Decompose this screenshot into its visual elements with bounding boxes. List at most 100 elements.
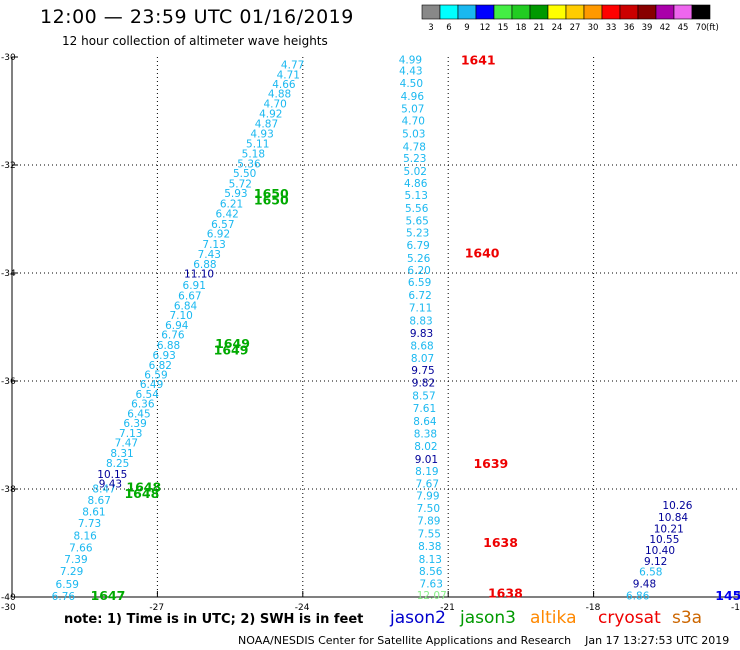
wave-height-label: 7.63 [420, 579, 443, 591]
wave-height-label: 5.02 [404, 166, 427, 178]
wave-height-label: 6.39 [123, 418, 146, 430]
wave-height-label: 10.15 [97, 469, 127, 481]
wave-height-label: 7.67 [416, 479, 439, 491]
colorbar-tick-label: 30 [588, 23, 599, 33]
wave-height-label: 4.88 [268, 89, 291, 101]
x-tick-label: -15 [731, 603, 740, 613]
colorbar-unit-label: (ft) [706, 23, 719, 33]
wave-height-label: 10.40 [645, 545, 675, 557]
wave-height-label: 7.10 [169, 310, 192, 322]
wave-height-label: 12.07 [417, 590, 447, 602]
colorbar-swatch [655, 4, 675, 20]
colorbar-swatch [529, 4, 549, 20]
wave-height-label: 6.20 [407, 265, 430, 277]
wave-height-label: 6.76 [161, 330, 185, 342]
colorbar-swatch [457, 4, 477, 20]
wave-height-label: 4.87 [255, 118, 278, 130]
y-tick-label: -32 [1, 161, 16, 171]
wave-height-label: 4.70 [402, 116, 425, 128]
colorbar-swatch [493, 4, 513, 20]
wave-height-label: 5.23 [406, 228, 429, 240]
wave-height-label: 8.67 [88, 495, 111, 507]
wave-height-label: 5.11 [246, 138, 269, 150]
wave-height-label: 5.93 [224, 188, 247, 200]
wave-height-label: 4.99 [399, 55, 422, 67]
colorbar-swatch [673, 4, 693, 20]
time-label: 1638 [488, 586, 523, 601]
time-label: 1649 [214, 343, 249, 358]
y-tick-label: -30 [1, 53, 16, 63]
colorbar-swatch [547, 4, 567, 20]
time-label: 145 [715, 588, 740, 603]
wave-height-label: 5.13 [405, 190, 428, 202]
y-tick-label: -34 [1, 269, 16, 279]
time-label: 1648 [126, 479, 161, 494]
colorbar-swatch [601, 4, 621, 20]
y-tick-label: -40 [1, 593, 16, 603]
credit-line: NOAA/NESDIS Center for Satellite Applica… [238, 634, 730, 647]
y-tick-label: -36 [1, 377, 16, 387]
wave-height-label: 6.21 [220, 198, 243, 210]
wave-height-label: 5.23 [403, 153, 426, 165]
wave-height-label: 11.10 [184, 269, 214, 281]
wave-height-label: 6.54 [136, 389, 160, 401]
wave-height-label: 6.88 [157, 340, 180, 352]
wave-height-label: 5.36 [237, 158, 261, 170]
wave-height-label: 8.38 [414, 428, 437, 440]
wave-height-label: 6.49 [140, 379, 163, 391]
wave-height-label: 4.70 [263, 98, 286, 110]
x-tick-label: -18 [586, 603, 601, 613]
satellite-legend-s3a: s3a [672, 608, 703, 628]
x-tick-label: -30 [1, 603, 16, 613]
time-label: 1638 [483, 535, 518, 550]
x-tick-label: -27 [149, 603, 164, 613]
wave-height-label: 10.84 [658, 512, 688, 524]
wave-height-label: 5.56 [405, 203, 429, 215]
time-label: 1648 [124, 486, 159, 501]
wave-height-label: 4.78 [403, 142, 426, 154]
wave-height-label: 9.12 [644, 556, 667, 568]
wave-height-label: 9.83 [410, 328, 433, 340]
wave-height-label: 7.11 [409, 303, 432, 315]
wave-height-label: 7.61 [413, 403, 436, 415]
time-label: 1650 [254, 186, 289, 201]
wave-height-label: 10.21 [654, 523, 684, 535]
colorbar-tick-label: 70 [696, 23, 707, 33]
colorbar-tick-label: 18 [516, 23, 527, 33]
wave-height-label: 9.48 [633, 579, 656, 591]
colorbar-tick-label: 45 [678, 23, 689, 33]
footer-note: note: 1) Time is in UTC; 2) SWH is in fe… [64, 612, 364, 627]
colorbar-tick-label: 36 [624, 23, 635, 33]
wave-height-label: 8.13 [419, 554, 442, 566]
colorbar-swatch [583, 4, 603, 20]
y-tick-label: -38 [1, 485, 16, 495]
time-label: 1647 [91, 588, 126, 603]
time-label: 1640 [465, 245, 500, 260]
wave-height-label: 6.82 [149, 360, 172, 372]
wave-height-label: 7.89 [417, 515, 440, 527]
wave-height-label: 6.88 [193, 259, 216, 271]
wave-height-label: 5.18 [242, 149, 265, 161]
wave-height-label: 7.99 [416, 490, 439, 502]
wave-height-label: 6.84 [174, 300, 198, 312]
wave-height-label: 10.55 [649, 534, 679, 546]
colorbar-tick-label: 6 [446, 23, 451, 33]
wave-height-label: 7.55 [418, 528, 441, 540]
colorbar-swatch [691, 4, 711, 20]
colorbar-tick-label: 12 [480, 23, 491, 33]
colorbar-swatch [475, 4, 495, 20]
wave-height-label: 5.72 [229, 178, 252, 190]
colorbar-tick-label: 33 [606, 23, 617, 33]
colorbar-tick-label: 15 [498, 23, 509, 33]
wave-height-label: 5.03 [402, 129, 425, 141]
wave-height-label: 8.02 [414, 441, 437, 453]
wave-height-label: 8.19 [415, 466, 438, 478]
time-label: 1650 [254, 193, 289, 208]
satellite-legend-jason3: jason3 [460, 608, 516, 628]
wave-height-label: 5.50 [233, 168, 256, 180]
wave-height-label: 4.86 [404, 178, 428, 190]
wave-height-label: 6.79 [406, 240, 429, 252]
wave-height-label: 8.83 [409, 316, 432, 328]
colorbar-tick-label: 24 [552, 23, 563, 33]
